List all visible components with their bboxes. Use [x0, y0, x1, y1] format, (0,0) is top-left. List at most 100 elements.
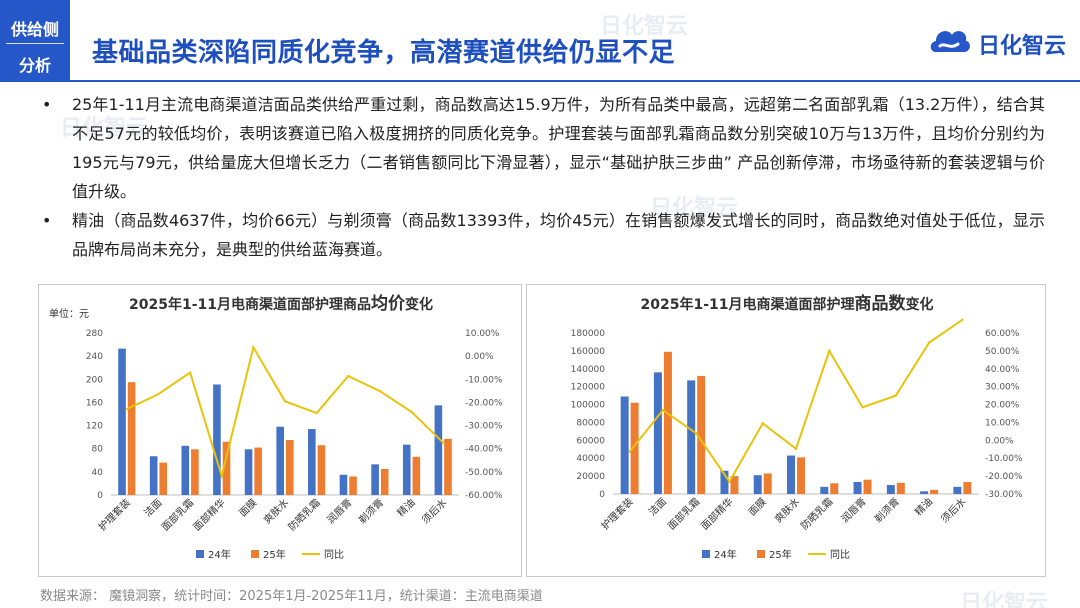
bar-25	[444, 438, 452, 495]
y-tick-label: 80	[92, 445, 104, 455]
y2-tick-label: 0.00%	[465, 352, 494, 362]
category-label: 面膜	[237, 497, 260, 520]
bar-25	[763, 473, 772, 494]
bar-25	[630, 402, 639, 494]
y2-tick-label: 20.00%	[985, 401, 1020, 411]
legend-label: 24年	[208, 548, 231, 561]
yoy-point	[441, 441, 445, 444]
yoy-point	[961, 318, 964, 321]
chart-title-part: 2025年1-11月电商渠道面部护理商品	[129, 296, 371, 313]
category-label: 面部乳霜	[159, 496, 196, 533]
bar-24	[787, 455, 795, 494]
y2-tick-label: 50.00%	[985, 347, 1020, 357]
bullet-list: • 25年1-11月主流电商渠道洁面品类供给严重过剩，商品数高达15.9万件，为…	[40, 90, 1045, 264]
yoy-point	[894, 394, 898, 397]
yoy-point	[252, 346, 255, 349]
yoy-point	[347, 374, 350, 378]
bar-25	[254, 447, 262, 495]
yoy-point	[728, 480, 731, 483]
category-label: 剃须膏	[356, 496, 386, 526]
y2-tick-label: 40.00%	[985, 365, 1020, 375]
y-tick-label: 200	[86, 375, 103, 385]
footer-source: 数据来源： 魔镜洞察，统计时间：2025年1月-2025年11月，统计渠道：主流…	[40, 589, 543, 604]
chart-panel-avg-price: 2025年1-11月电商渠道面部护理商品均价变化 单位：元 0 40 80 120 160 2…	[38, 284, 522, 577]
chart-title: 2025年1-11月电商渠道面部护理商品均价变化	[129, 293, 433, 314]
bar-25	[412, 456, 421, 495]
bar-24	[653, 372, 662, 494]
bar-25	[697, 375, 706, 494]
bar-25	[663, 351, 672, 494]
brand-logo-text: 日化智云	[978, 34, 1067, 59]
bar-25	[730, 476, 739, 494]
y2-tick-label: -10.00%	[985, 454, 1023, 464]
bullet-text: 25年1-11月主流电商渠道洁面品类供给严重过剩，商品数高达15.9万件，为所有…	[72, 95, 1045, 201]
bar-24	[371, 464, 379, 495]
bar-25	[127, 382, 136, 495]
yoy-point	[188, 371, 192, 374]
bar-25	[349, 476, 357, 495]
yoy-point	[661, 408, 665, 412]
bar-24	[149, 456, 158, 495]
yoy-point	[220, 474, 223, 478]
legend-label: 同比	[324, 549, 344, 561]
section-tag-divider	[6, 43, 64, 44]
y-tick-label: 40000	[576, 454, 605, 464]
bar-25	[930, 489, 939, 494]
section-tag: 供给侧 分析	[0, 0, 70, 82]
category-label: 洁面	[646, 495, 669, 518]
yoy-point	[628, 450, 631, 453]
bar-25	[896, 482, 905, 494]
category-label: 精油	[912, 495, 935, 518]
chart-title-part: 2025年1-11月电商渠道面部护理	[641, 296, 855, 313]
header-divider	[70, 80, 1080, 82]
y2-tick-label: -60.00%	[465, 491, 503, 501]
bullet-text: 精油（商品数4637件，均价66元）与剃须膏（商品数13393件，均价45元）在…	[72, 211, 1045, 259]
yoy-line	[628, 318, 963, 484]
y2-tick-label: -10.00%	[465, 375, 503, 385]
bar-24	[181, 445, 190, 495]
bullet-item: • 精油（商品数4637件，均价66元）与剃须膏（商品数13393件，均价45元…	[40, 206, 1045, 264]
legend-label: 25年	[769, 548, 792, 561]
chart-panel-item-count: 2025年1-11月电商渠道面部护理商品数变化 0 20000 40000 60000 8…	[526, 284, 1046, 577]
bar-24	[953, 486, 962, 494]
category-label: 剃须膏	[872, 495, 902, 525]
yoy-point	[125, 407, 129, 411]
category-label: 须后水	[939, 496, 969, 526]
y2-tick-label: 30.00%	[985, 383, 1020, 393]
bullet-marker: •	[42, 211, 52, 230]
bar-24	[402, 444, 411, 495]
bar-25	[797, 457, 805, 494]
bar-24	[820, 486, 829, 494]
bar-25	[830, 483, 839, 494]
section-tag-line2: 分析	[18, 56, 51, 75]
y-tick-label: 0	[599, 490, 605, 500]
bar-24	[687, 380, 696, 494]
yoy-point	[927, 341, 931, 344]
legend-label: 同比	[830, 549, 850, 561]
y2-tick-label: -30.00%	[985, 490, 1023, 500]
y-tick-label: 0	[97, 491, 103, 501]
cloud-logo-icon	[930, 31, 970, 52]
yoy-point	[283, 400, 287, 403]
bar-24	[886, 485, 895, 494]
category-label: 护理套装	[95, 496, 132, 533]
category-label: 精油	[394, 496, 417, 519]
section-tag-line1: 供给侧	[10, 20, 59, 39]
category-label: 爽肤水	[772, 495, 802, 525]
category-label: 防晒乳霜	[285, 496, 322, 533]
y2-tick-label: -50.00%	[465, 468, 503, 478]
y-tick-label: 40	[92, 468, 104, 478]
yoy-point	[378, 389, 382, 393]
yoy-point	[828, 349, 831, 353]
y2-tick-label: 0.00%	[985, 436, 1014, 446]
legend-swatch-25	[251, 550, 259, 558]
chart-title-emphasis: 均价	[371, 293, 406, 314]
category-label: 面部乳霜	[665, 495, 702, 532]
y-tick-label: 120	[86, 422, 103, 432]
chart-title-part: 变化	[405, 296, 433, 313]
bar-24	[620, 396, 629, 494]
watermark-text: 日化智云	[960, 591, 1049, 608]
chart-title-emphasis: 商品数	[855, 293, 907, 314]
category-label: 面膜	[746, 496, 769, 519]
legend-swatch-24	[702, 550, 710, 558]
